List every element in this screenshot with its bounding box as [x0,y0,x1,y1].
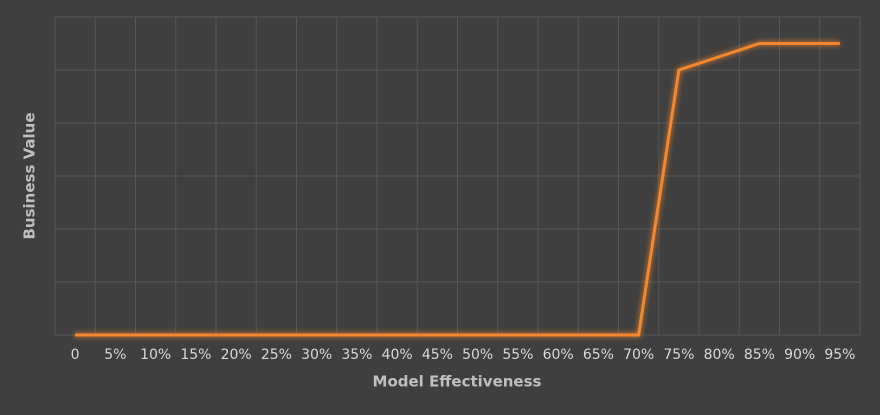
x-tick-label: 25% [261,347,292,363]
x-tick-label: 0 [71,347,80,363]
x-tick-label: 70% [623,347,654,363]
x-tick-label: 15% [180,347,211,363]
x-tick-label: 75% [663,347,694,363]
x-tick-label: 30% [301,347,332,363]
x-tick-label: 95% [824,347,855,363]
x-tick-label: 85% [744,347,775,363]
x-tick-label: 80% [704,347,735,363]
x-tick-label: 40% [382,347,413,363]
x-tick-label: 20% [221,347,252,363]
x-tick-label: 35% [341,347,372,363]
x-tick-label: 50% [462,347,493,363]
x-tick-label: 45% [422,347,453,363]
x-tick-label: 5% [104,347,126,363]
x-tick-label: 10% [140,347,171,363]
x-tick-label: 90% [784,347,815,363]
y-axis-title: Business Value [21,112,39,239]
x-tick-label: 55% [502,347,533,363]
x-tick-label: 60% [543,347,574,363]
data-line [75,42,840,337]
x-axis-title: Model Effectiveness [373,373,542,391]
x-tick-label: 65% [583,347,614,363]
